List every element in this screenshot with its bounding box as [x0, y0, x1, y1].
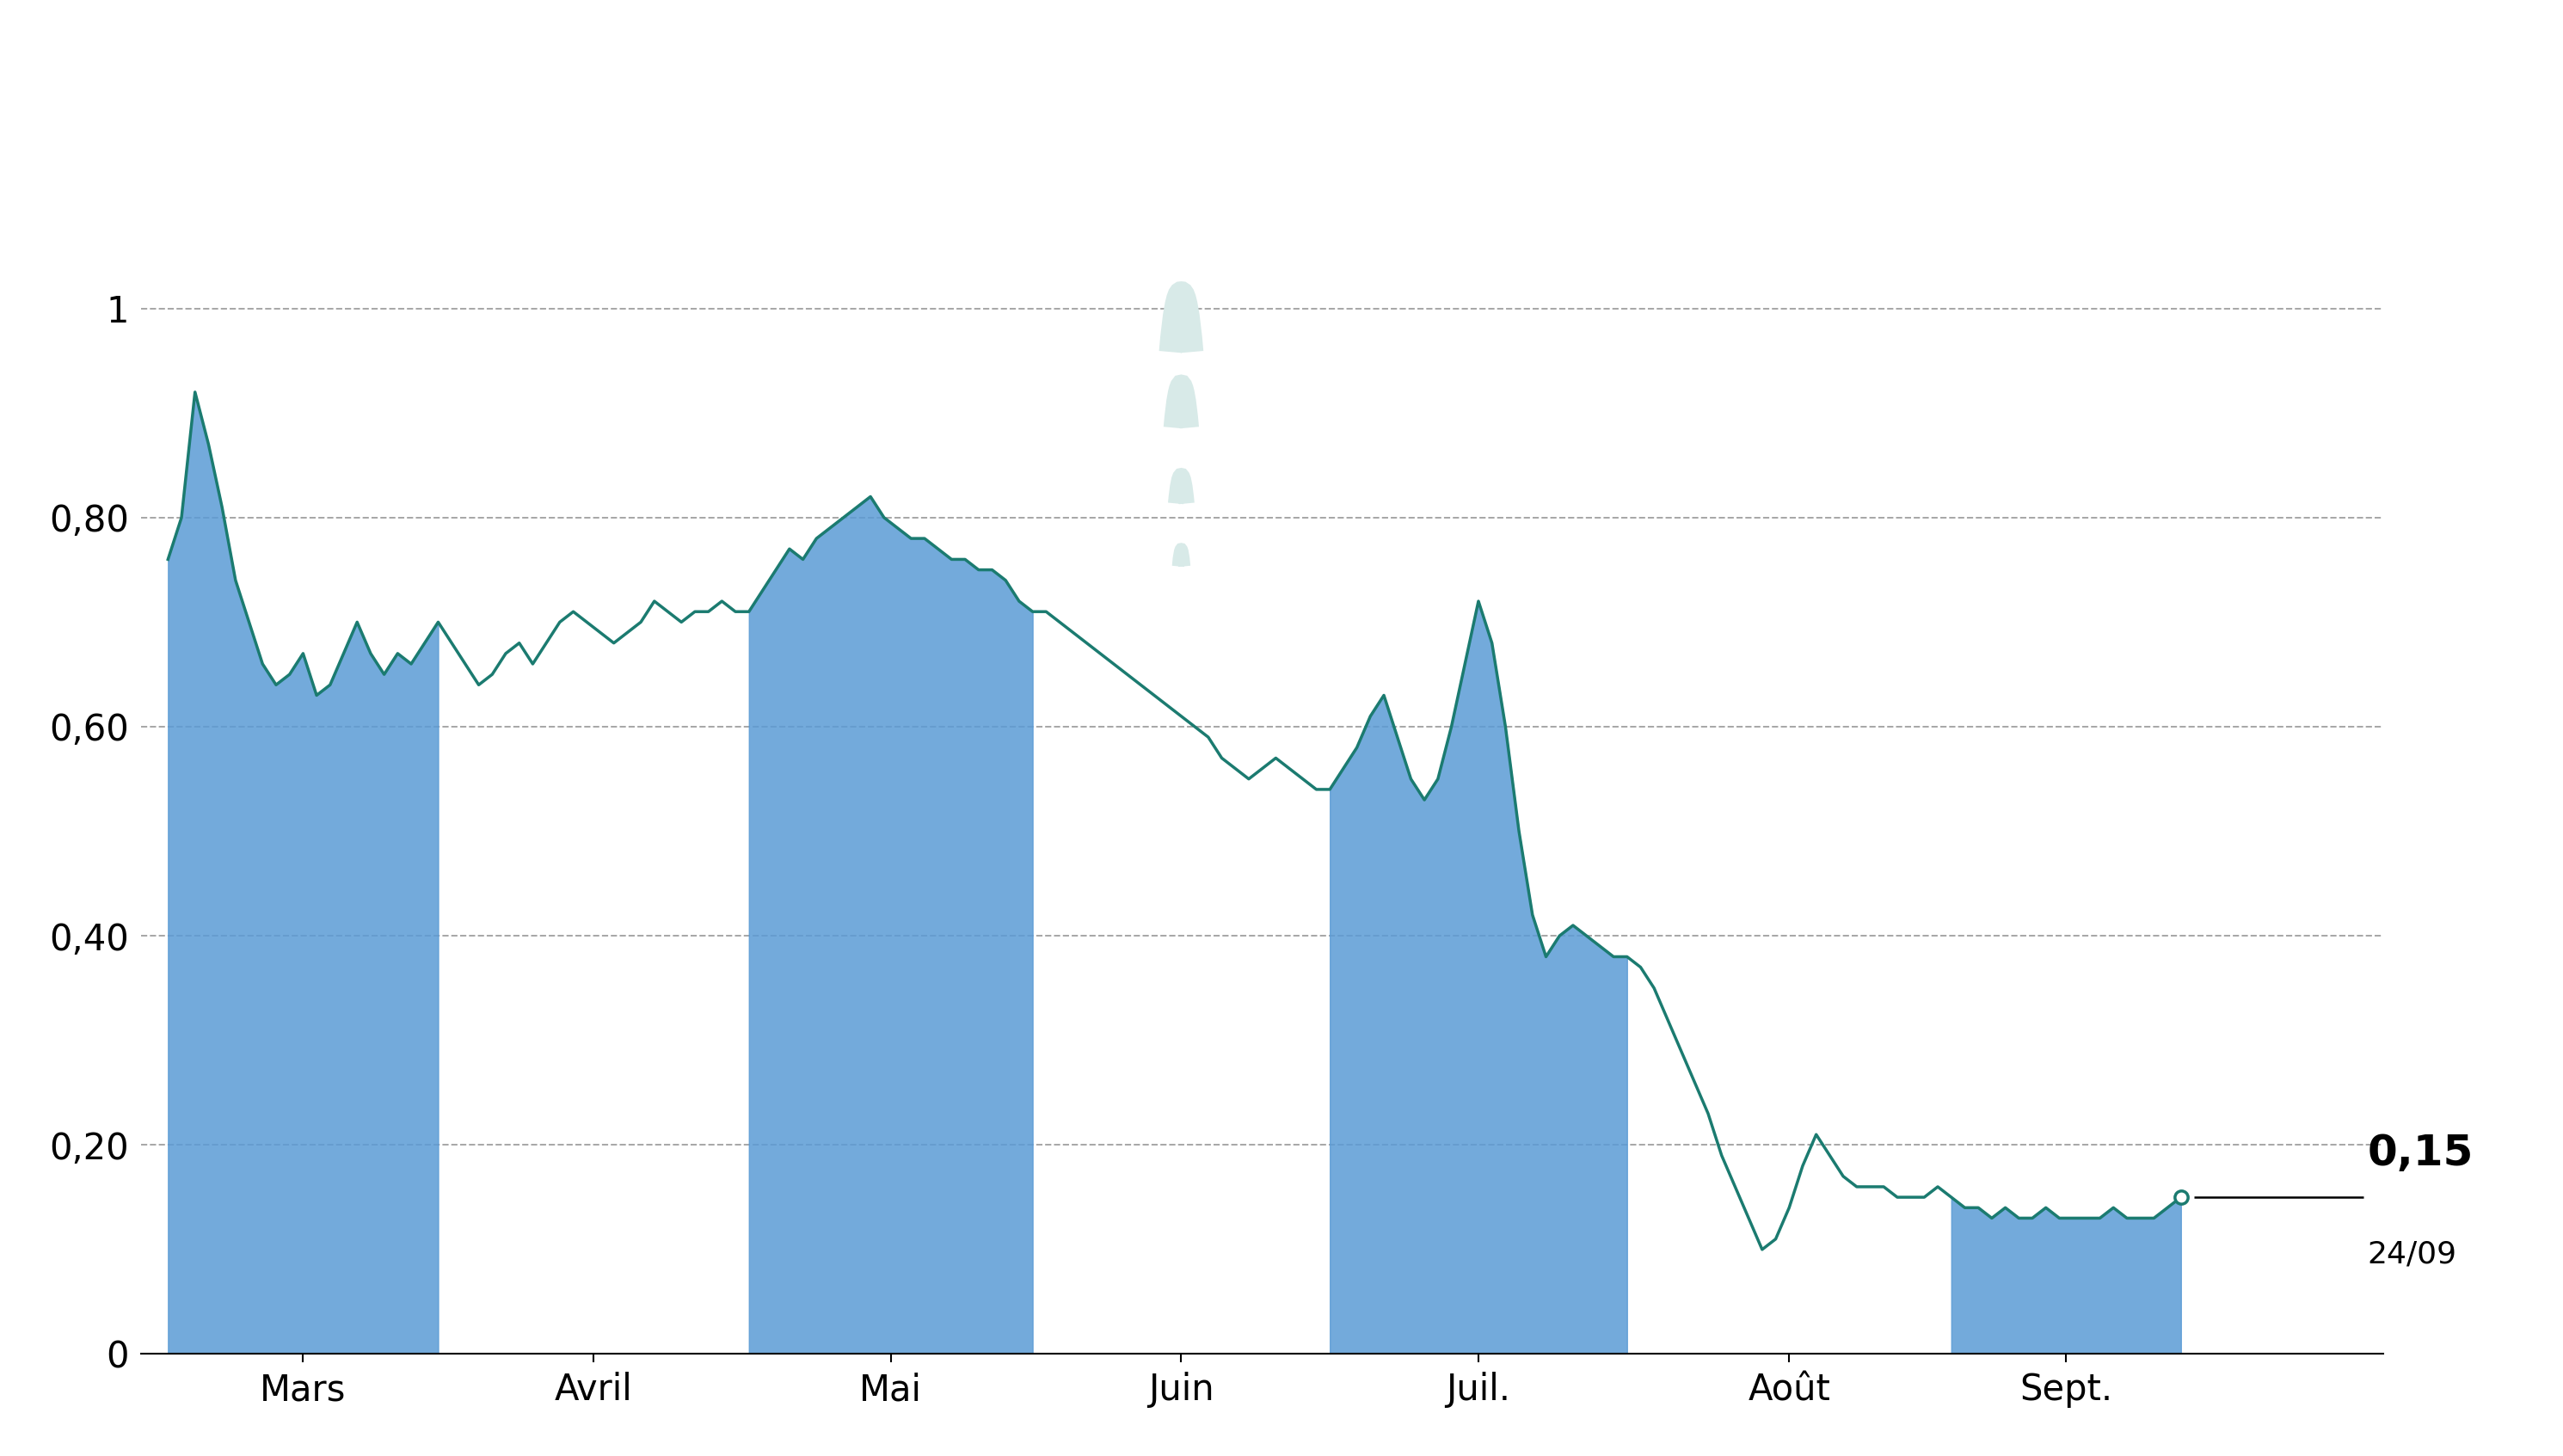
Text: Vicinity Motor Corp.: Vicinity Motor Corp.	[797, 31, 1766, 115]
Text: 24/09: 24/09	[2368, 1241, 2458, 1270]
Text: 0,15: 0,15	[2368, 1133, 2473, 1174]
